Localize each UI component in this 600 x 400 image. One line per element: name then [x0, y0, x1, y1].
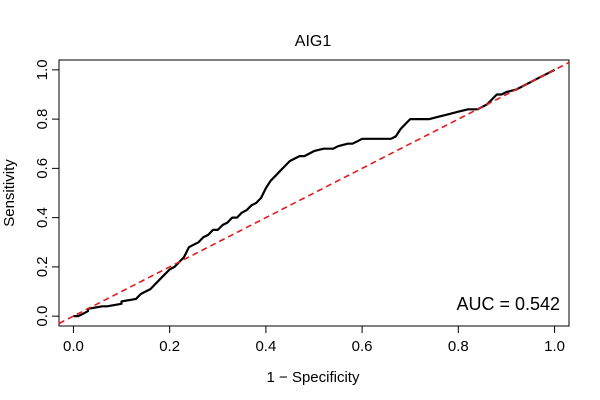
- x-axis: 0.0 0.2 0.4 0.6 0.8 1.0: [63, 325, 565, 355]
- y-tick-label: 0.8: [34, 109, 51, 130]
- y-tick-label: 0.0: [34, 306, 51, 327]
- y-tick-label: 0.2: [34, 256, 51, 277]
- chart-title: AIG1: [295, 33, 332, 50]
- reference-diagonal-line: [58, 61, 570, 325]
- roc-curve-line: [73, 68, 556, 318]
- x-axis-label: 1 − Specificity: [267, 369, 360, 386]
- x-tick-label: 0.0: [63, 338, 84, 355]
- y-axis-label: Sensitivity: [1, 159, 18, 227]
- x-tick-label: 0.4: [255, 338, 276, 355]
- y-tick-label: 0.6: [34, 158, 51, 179]
- y-tick-label: 1.0: [34, 59, 51, 80]
- x-tick-label: 1.0: [544, 338, 565, 355]
- x-tick-label: 0.6: [352, 338, 373, 355]
- x-tick-label: 0.2: [159, 338, 180, 355]
- y-tick-label: 0.4: [34, 207, 51, 228]
- x-tick-label: 0.8: [448, 338, 469, 355]
- y-axis: 0.0 0.2 0.4 0.6 0.8 1.0: [34, 59, 60, 327]
- auc-annotation: AUC = 0.542: [456, 294, 560, 314]
- series-layer: [58, 61, 570, 325]
